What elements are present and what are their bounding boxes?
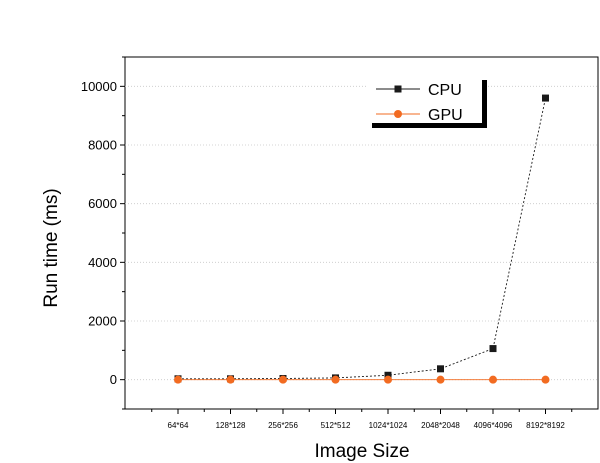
x-tick-label: 2048*2048 xyxy=(421,421,460,430)
y-tick-label: 8000 xyxy=(88,138,117,153)
legend: CPU GPU xyxy=(367,75,487,128)
cpu-point xyxy=(384,371,392,379)
y-tick-label: 0 xyxy=(110,372,117,387)
x-tick-label: 4096*4096 xyxy=(474,421,513,430)
x-tick-label: 8192*8192 xyxy=(526,421,565,430)
x-tick-label: 64*64 xyxy=(168,421,189,430)
y-tick-label: 4000 xyxy=(88,255,117,270)
plot-area xyxy=(124,56,599,410)
gpu-point xyxy=(331,375,340,384)
cpu-legend-marker xyxy=(394,85,402,93)
gpu-point xyxy=(436,375,445,384)
y-tick-label: 10000 xyxy=(81,79,117,94)
cpu-point xyxy=(437,365,444,373)
x-axis-ticks: 64*64 128*128 256*256 512*512 1024*1024 2048*… xyxy=(151,409,573,430)
gpu-point xyxy=(174,375,182,384)
gpu-point xyxy=(384,375,392,384)
x-tick-label: 256*256 xyxy=(268,421,298,430)
x-tick-label: 512*512 xyxy=(321,421,351,430)
legend-items: CPU GPU xyxy=(376,82,463,124)
gpu-legend-label: GPU xyxy=(428,107,463,124)
gpu-point xyxy=(489,375,497,384)
cpu-point xyxy=(489,345,497,353)
cpu-legend-label: CPU xyxy=(428,82,462,99)
x-tick-label: 128*128 xyxy=(216,421,246,430)
y-axis-ticks: 0 2000 4000 6000 8000 10000 xyxy=(81,56,125,410)
gpu-point xyxy=(541,375,550,384)
y-tick-label: 6000 xyxy=(88,196,117,211)
legend-box xyxy=(367,75,482,123)
gpu-legend-marker xyxy=(394,110,402,118)
data-series xyxy=(174,94,550,384)
cpu-point xyxy=(542,94,549,102)
gpu-point xyxy=(279,375,287,384)
y-axis-label: Run time (ms) xyxy=(41,188,62,307)
x-tick-label: 1024*1024 xyxy=(369,421,408,430)
y-tick-label: 2000 xyxy=(88,314,117,329)
gpu-point xyxy=(226,375,235,384)
cpu-series-line xyxy=(178,97,546,380)
x-axis-label: Image Size xyxy=(314,441,409,462)
